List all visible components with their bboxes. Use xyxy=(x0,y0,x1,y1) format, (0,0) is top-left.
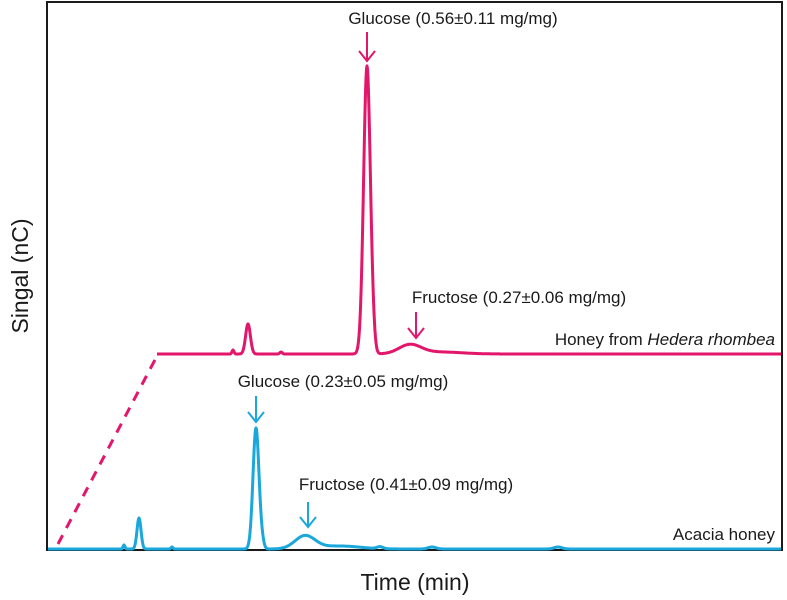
series-label-hedera-italic: Hedera rhombea xyxy=(647,330,775,349)
arrow-glucose-acacia xyxy=(247,396,265,424)
series-line-hedera xyxy=(156,64,782,356)
series-label-hedera-plain: Honey from xyxy=(555,330,648,349)
annotation-glucose-acacia: Glucose (0.23±0.05 mg/mg) xyxy=(238,372,449,391)
arrow-glucose-hedera xyxy=(358,32,376,63)
series-label-acacia: Acacia honey xyxy=(673,525,776,544)
series-label-hedera: Honey from Hedera rhombea xyxy=(555,330,775,349)
series-offset-connector xyxy=(56,355,159,545)
annotation-glucose-hedera: Glucose (0.56±0.11 mg/mg) xyxy=(348,9,557,28)
y-axis-label: Singal (nC) xyxy=(7,218,33,333)
series-line-acacia xyxy=(47,426,782,551)
plot-frame xyxy=(46,1,783,551)
annotation-fructose-acacia: Fructose (0.41±0.09 mg/mg) xyxy=(299,475,513,494)
annotation-fructose-hedera: Fructose (0.27±0.06 mg/mg) xyxy=(412,288,626,307)
arrow-fructose-acacia xyxy=(299,502,317,529)
x-axis-label: Time (min) xyxy=(360,569,469,595)
arrow-fructose-hedera xyxy=(407,312,425,340)
